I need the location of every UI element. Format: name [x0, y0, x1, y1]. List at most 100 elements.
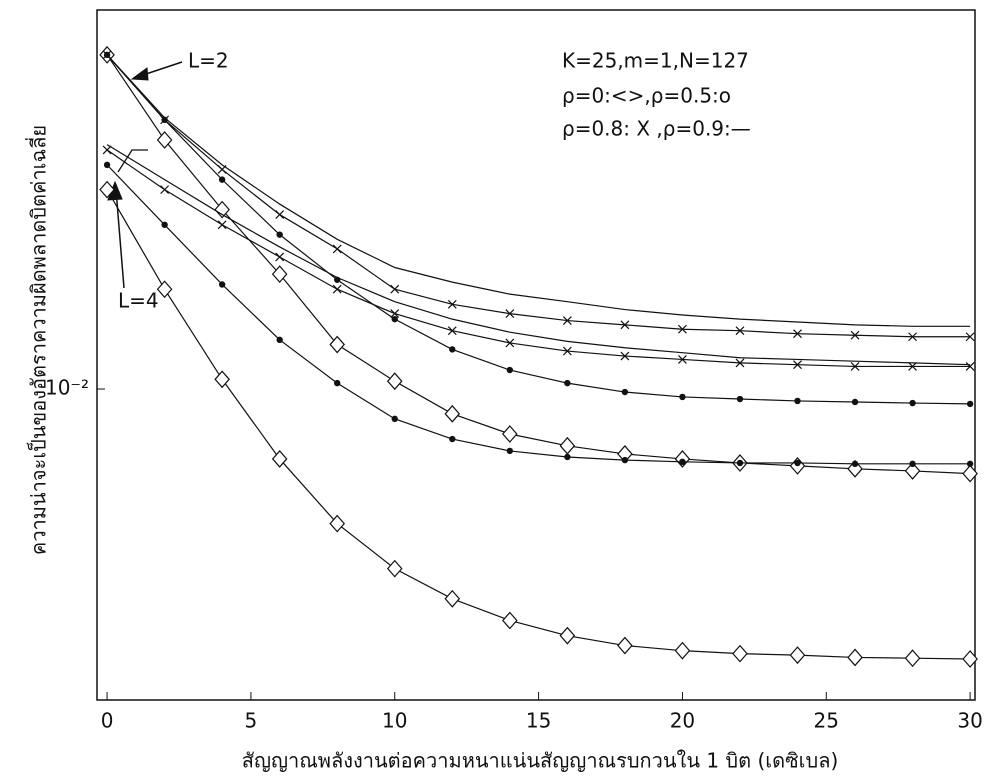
marker-x	[735, 358, 745, 368]
marker-x	[447, 326, 457, 336]
marker-x	[275, 210, 285, 219]
marker-diamond	[847, 459, 863, 478]
marker-x	[217, 220, 227, 230]
marker-dot	[736, 395, 744, 403]
marker-x	[678, 355, 687, 364]
marker-diamond	[559, 626, 576, 645]
series-line	[106, 54, 971, 327]
marker-diamond	[444, 589, 461, 608]
x-tick-label: 0	[101, 709, 114, 733]
marker-dot	[103, 161, 111, 169]
plot-frame	[96, 9, 976, 701]
marker-dot	[334, 379, 341, 387]
marker-dot	[276, 336, 283, 344]
marker-x	[620, 351, 630, 361]
x-tick-label: 25	[814, 709, 839, 733]
marker-dot	[391, 315, 398, 323]
x-tick-label: 30	[957, 709, 982, 733]
marker-dot	[506, 447, 514, 455]
marker-x	[620, 320, 630, 330]
marker-diamond	[617, 636, 633, 655]
marker-diamond	[674, 641, 691, 660]
marker-x	[160, 185, 170, 195]
marker-diamond	[271, 265, 288, 284]
marker-x	[793, 329, 802, 339]
marker-x	[850, 330, 860, 340]
marker-dot	[909, 460, 916, 468]
marker-x	[908, 362, 917, 371]
series-line	[106, 164, 971, 465]
marker-dot	[621, 456, 629, 464]
marker-diamond	[502, 425, 518, 443]
annotation: L=4	[118, 289, 159, 313]
marker-diamond	[329, 335, 346, 354]
marker-diamond	[386, 372, 403, 391]
marker-dot	[909, 399, 916, 407]
marker-dot	[161, 221, 168, 228]
marker-x	[332, 284, 342, 294]
series-line	[106, 189, 971, 660]
marker-diamond	[962, 464, 978, 483]
marker-diamond	[732, 644, 748, 663]
marker-dot	[391, 415, 398, 423]
marker-dot	[794, 459, 801, 467]
x-tick-label: 5	[245, 709, 258, 733]
marker-x	[505, 309, 515, 319]
marker-dot	[276, 231, 283, 238]
marker-x	[505, 338, 515, 348]
marker-dot	[564, 453, 571, 461]
marker-diamond	[329, 514, 346, 533]
marker-dot	[449, 346, 456, 353]
marker-x	[562, 316, 572, 325]
series-line	[106, 144, 971, 366]
marker-x	[390, 284, 400, 294]
marker-x	[965, 332, 975, 342]
marker-x	[793, 360, 802, 370]
marker-diamond	[444, 404, 461, 423]
marker-x	[390, 309, 400, 319]
marker-dot	[679, 458, 686, 466]
y-axis-label: ความน่าจะเป็นของอัตราความผิดพลาดบิตค่าเฉ…	[25, 125, 51, 555]
marker-diamond	[789, 646, 806, 665]
marker-dot	[966, 460, 974, 468]
marker-x	[562, 346, 572, 356]
marker-dot	[794, 397, 801, 405]
x-axis-label: สัญญาณพลังงานต่อความหนาแน่นสัญญาณรบกวนใน…	[242, 749, 839, 773]
marker-diamond	[156, 131, 173, 149]
annotation: L=2	[188, 49, 229, 73]
marker-diamond	[847, 648, 863, 667]
marker-diamond	[904, 649, 921, 668]
marker-dot	[506, 366, 514, 374]
marker-diamond	[156, 280, 173, 299]
marker-dot	[218, 176, 226, 183]
series-line	[106, 54, 971, 405]
marker-dot	[851, 398, 859, 406]
y-tick-label: 10⁻²	[45, 376, 89, 400]
annotation: ρ=0.8: X ,ρ=0.9:—	[562, 117, 751, 141]
marker-diamond	[559, 436, 576, 455]
marker-diamond	[904, 462, 921, 480]
series-line	[106, 149, 971, 368]
marker-dot	[449, 435, 456, 443]
marker-diamond	[214, 200, 230, 219]
marker-diamond	[99, 180, 115, 199]
marker-diamond	[502, 611, 518, 630]
marker-x	[678, 324, 687, 334]
marker-dot	[621, 388, 629, 396]
series-line	[106, 54, 971, 475]
marker-x	[275, 252, 285, 262]
marker-dot	[851, 460, 859, 468]
x-tick-label: 20	[670, 709, 695, 733]
marker-diamond	[214, 370, 230, 389]
marker-dot	[218, 281, 226, 288]
marker-diamond	[962, 650, 978, 668]
marker-x	[908, 332, 917, 342]
x-tick-label: 10	[382, 709, 407, 733]
marker-x	[735, 326, 745, 336]
marker-dot	[679, 393, 686, 401]
marker-dot	[564, 379, 571, 387]
x-tick-label: 15	[526, 709, 551, 733]
marker-x	[965, 362, 975, 371]
series-line	[106, 54, 971, 338]
